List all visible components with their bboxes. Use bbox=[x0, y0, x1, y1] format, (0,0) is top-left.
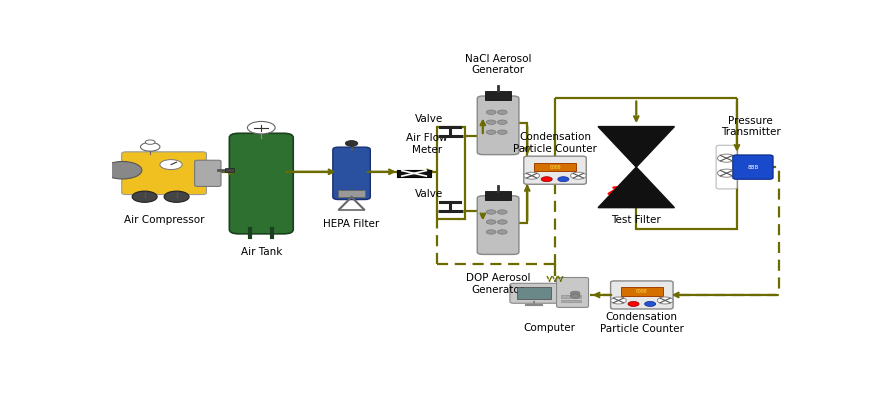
Polygon shape bbox=[599, 167, 675, 208]
Text: Condensation
Particle Counter: Condensation Particle Counter bbox=[600, 312, 684, 334]
FancyBboxPatch shape bbox=[478, 96, 519, 155]
Circle shape bbox=[487, 210, 496, 214]
Circle shape bbox=[487, 110, 496, 114]
Circle shape bbox=[141, 143, 159, 151]
FancyBboxPatch shape bbox=[716, 145, 737, 189]
Text: HEPA Filter: HEPA Filter bbox=[323, 219, 380, 228]
Text: Air Tank: Air Tank bbox=[241, 247, 282, 257]
Circle shape bbox=[132, 191, 157, 202]
Bar bbox=[486, 91, 511, 100]
Text: Computer: Computer bbox=[523, 323, 575, 333]
Circle shape bbox=[541, 177, 552, 182]
Bar bbox=[225, 168, 234, 173]
Text: Pressure
Transmitter: Pressure Transmitter bbox=[721, 116, 780, 137]
Bar bbox=[397, 170, 431, 177]
Bar bbox=[562, 295, 582, 298]
FancyBboxPatch shape bbox=[229, 133, 293, 234]
Circle shape bbox=[524, 172, 539, 179]
Circle shape bbox=[628, 301, 639, 307]
Text: Condensation
Particle Counter: Condensation Particle Counter bbox=[513, 132, 597, 154]
Circle shape bbox=[345, 141, 358, 146]
Circle shape bbox=[571, 294, 580, 298]
Text: DOP Aerosol
Generator: DOP Aerosol Generator bbox=[466, 273, 530, 295]
Bar bbox=[534, 163, 576, 171]
Circle shape bbox=[247, 122, 275, 134]
Circle shape bbox=[718, 169, 736, 177]
FancyBboxPatch shape bbox=[524, 156, 586, 184]
Circle shape bbox=[644, 301, 656, 307]
Text: Air Flow
Meter: Air Flow Meter bbox=[406, 133, 447, 155]
Text: Test Filter: Test Filter bbox=[611, 215, 661, 226]
Bar bbox=[339, 190, 365, 197]
Text: Valve: Valve bbox=[415, 189, 444, 199]
Bar bbox=[486, 191, 511, 200]
FancyBboxPatch shape bbox=[122, 152, 206, 194]
Circle shape bbox=[159, 160, 182, 170]
FancyBboxPatch shape bbox=[610, 281, 673, 309]
FancyBboxPatch shape bbox=[733, 155, 773, 179]
FancyBboxPatch shape bbox=[478, 196, 519, 254]
Text: 0000: 0000 bbox=[636, 290, 648, 294]
Text: Air Compressor: Air Compressor bbox=[124, 215, 204, 226]
Circle shape bbox=[487, 120, 496, 124]
Circle shape bbox=[497, 220, 507, 224]
Circle shape bbox=[497, 130, 507, 134]
FancyBboxPatch shape bbox=[510, 284, 559, 303]
Text: NaCl Aerosol
Generator: NaCl Aerosol Generator bbox=[465, 53, 531, 75]
Circle shape bbox=[487, 220, 496, 224]
Bar bbox=[621, 288, 663, 296]
Circle shape bbox=[718, 154, 736, 162]
Circle shape bbox=[487, 230, 496, 234]
Bar bbox=[517, 287, 551, 299]
Circle shape bbox=[497, 120, 507, 124]
Circle shape bbox=[497, 210, 507, 214]
Circle shape bbox=[558, 177, 569, 182]
FancyBboxPatch shape bbox=[556, 277, 589, 307]
Circle shape bbox=[497, 110, 507, 114]
Circle shape bbox=[164, 191, 189, 202]
Circle shape bbox=[487, 130, 496, 134]
Text: 0000: 0000 bbox=[549, 165, 561, 170]
Circle shape bbox=[145, 140, 155, 144]
Circle shape bbox=[611, 297, 626, 304]
Text: Valve: Valve bbox=[415, 114, 444, 124]
Text: 888: 888 bbox=[747, 164, 759, 170]
Circle shape bbox=[571, 291, 580, 296]
Circle shape bbox=[571, 172, 586, 179]
Circle shape bbox=[497, 230, 507, 234]
Circle shape bbox=[658, 297, 673, 304]
Bar bbox=[562, 300, 582, 303]
FancyBboxPatch shape bbox=[332, 147, 370, 200]
Circle shape bbox=[103, 162, 142, 179]
Polygon shape bbox=[599, 126, 675, 167]
FancyBboxPatch shape bbox=[194, 160, 221, 186]
